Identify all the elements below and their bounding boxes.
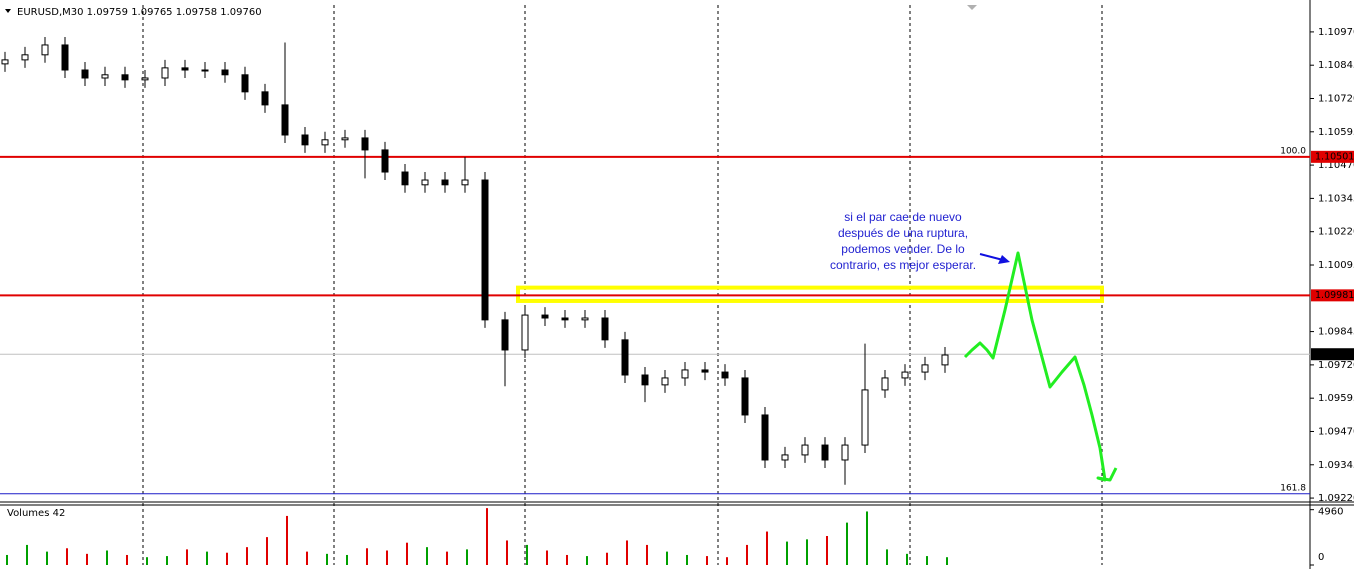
zone xyxy=(516,285,1104,303)
candle-body xyxy=(1,59,9,65)
y-tick-label: 1.09470 xyxy=(1318,426,1354,437)
candle-body xyxy=(241,74,249,93)
level-label: 1.09981 xyxy=(1315,290,1354,301)
y-tick-label: 1.10220 xyxy=(1318,227,1354,238)
candle-body xyxy=(781,454,789,461)
candle-body xyxy=(541,314,549,319)
candle-body xyxy=(901,371,909,379)
level-label: 1.09760 xyxy=(1315,349,1354,360)
candle-body xyxy=(861,389,869,446)
candle-body xyxy=(201,69,209,72)
y-tick-label: 1.10595 xyxy=(1318,127,1354,138)
candle-body xyxy=(301,134,309,146)
candle-body xyxy=(501,319,509,351)
annotation: después de una ruptura, xyxy=(838,226,968,240)
level-badge xyxy=(1311,289,1354,302)
candle-body xyxy=(441,179,449,186)
plot: 1.10970 1.10845 1.10720 1.10595 1.10470 1.103… xyxy=(0,27,1354,566)
fib-label: 161.8 xyxy=(1280,483,1306,493)
drawn-path xyxy=(963,251,1118,482)
candle-body xyxy=(81,69,89,79)
y-tick-label: 1.09220 xyxy=(1318,493,1354,504)
candle-body xyxy=(581,317,589,321)
candle-body xyxy=(941,354,949,366)
shift-marker xyxy=(967,5,977,10)
y-tick-label: 1.09720 xyxy=(1318,360,1354,371)
candle-body xyxy=(121,74,129,81)
candle-body xyxy=(21,54,29,61)
y-tick-label: 1.10095 xyxy=(1318,260,1354,271)
candle-body xyxy=(401,171,409,186)
candle-body xyxy=(841,444,849,461)
candle-body xyxy=(801,444,809,456)
annotation: si el par cae de nuevo xyxy=(844,210,962,224)
candle-body xyxy=(561,317,569,321)
candle-body xyxy=(61,44,69,71)
candle-body xyxy=(221,69,229,76)
candle-body xyxy=(381,149,389,173)
y-tick-label: 1.09845 xyxy=(1318,327,1354,338)
y-tick-label: 1.09345 xyxy=(1318,460,1354,471)
y-tick-label: 1.10970 xyxy=(1318,27,1354,38)
level-badge xyxy=(1311,348,1354,361)
fib-label: 100.0 xyxy=(1280,146,1306,156)
candle-body xyxy=(621,339,629,376)
candle-body xyxy=(601,317,609,341)
candle-body xyxy=(261,91,269,106)
candle-body xyxy=(101,74,109,79)
candle-body xyxy=(341,137,349,141)
y-tick-label: 1.09595 xyxy=(1318,393,1354,404)
level-label: 1.10501 xyxy=(1315,151,1354,162)
candle-body xyxy=(361,137,369,151)
candle-body xyxy=(481,179,489,321)
candle-body xyxy=(821,444,829,461)
candle-body xyxy=(721,371,729,379)
candle-body xyxy=(641,374,649,386)
candle-body xyxy=(521,314,529,351)
y-tick-label: 1.10470 xyxy=(1318,160,1354,171)
candle-body xyxy=(321,139,329,146)
candle-body xyxy=(41,44,49,56)
candle-body xyxy=(661,377,669,386)
menu-arrow[interactable] xyxy=(5,9,11,13)
arrow xyxy=(979,253,1004,261)
candle-body xyxy=(681,369,689,379)
candle-body xyxy=(701,369,709,373)
candle-body xyxy=(141,77,149,81)
candle-body xyxy=(881,377,889,391)
candle-body xyxy=(761,414,769,461)
y-tick-label: 4960 xyxy=(1318,507,1343,518)
candle-body xyxy=(461,179,469,186)
y-tick-label: 0 xyxy=(1318,552,1324,563)
level-badge xyxy=(1311,150,1354,163)
candle-body xyxy=(741,377,749,416)
y-tick-label: 1.10845 xyxy=(1318,60,1354,71)
y-tick-label: 1.10345 xyxy=(1318,193,1354,204)
candle-body xyxy=(281,104,289,136)
annotation: contrario, es mejor esperar. xyxy=(830,258,976,272)
y-tick-label: 1.10720 xyxy=(1318,93,1354,104)
volume-title: Volumes 42 xyxy=(7,508,65,519)
candle-body xyxy=(421,179,429,186)
chart-title: EURUSD,M30 1.09759 1.09765 1.09758 1.097… xyxy=(17,7,262,18)
annotation: podemos vender. De lo xyxy=(841,242,965,256)
candle-body xyxy=(161,67,169,79)
arrow-head xyxy=(998,255,1010,264)
candle-body xyxy=(921,364,929,373)
candle-body xyxy=(181,67,189,71)
